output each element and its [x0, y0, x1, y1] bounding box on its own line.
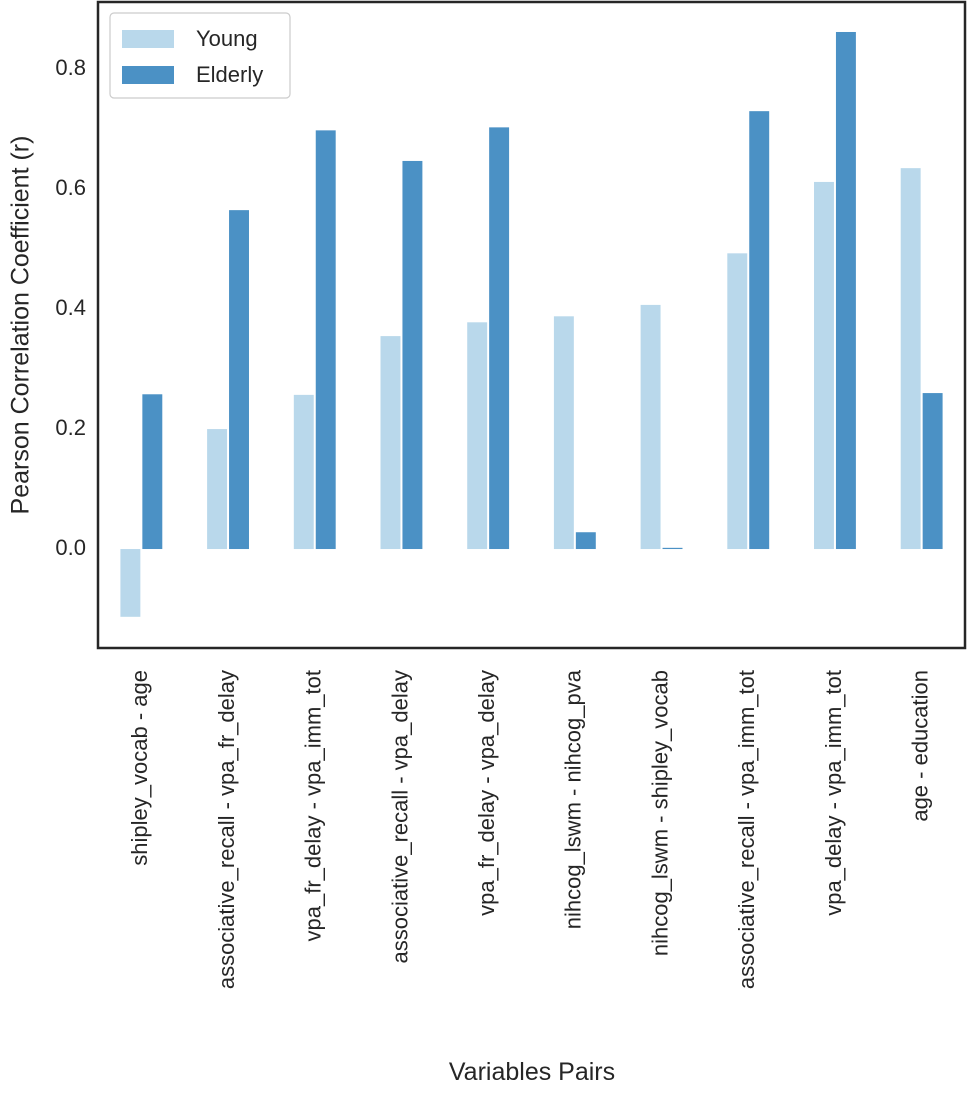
bar	[293, 394, 314, 550]
bar	[489, 127, 510, 550]
plot-frame	[96, 0, 967, 650]
x-tick-label: associative_recall - vpa_delay	[387, 670, 412, 964]
x-tick-label: nihcog_lswm - nihcog_pva	[561, 669, 586, 929]
bar	[142, 394, 163, 550]
bar	[662, 547, 683, 550]
legend-swatch	[122, 30, 174, 48]
x-tick-label: nihcog_lswm - shipley_vocab	[647, 670, 672, 956]
y-tick-label: 0.2	[55, 415, 86, 440]
bar	[120, 549, 141, 617]
bar	[380, 336, 401, 550]
bar	[207, 429, 228, 550]
x-tick-label: age - education	[907, 670, 932, 822]
bar	[835, 31, 856, 550]
x-tick-label: vpa_fr_delay - vpa_imm_tot	[301, 670, 326, 941]
legend-label: Young	[196, 26, 258, 51]
x-tick-label: associative_recall - vpa_fr_delay	[214, 670, 239, 989]
y-tick-label: 0.0	[55, 535, 86, 560]
bar	[467, 322, 488, 550]
bar	[814, 181, 834, 550]
y-tick-label: 0.4	[55, 295, 86, 320]
legend-swatch	[122, 66, 174, 84]
x-axis-title: Variables Pairs	[449, 1058, 615, 1086]
bar	[640, 304, 661, 550]
y-tick-label: 0.6	[55, 175, 86, 200]
bar	[922, 393, 943, 550]
x-tick-label: associative_recall - vpa_imm_tot	[734, 670, 759, 989]
bar	[749, 111, 770, 550]
legend-label: Elderly	[196, 62, 263, 87]
x-tick-label: vpa_delay - vpa_imm_tot	[821, 670, 846, 916]
bar	[553, 316, 574, 550]
bar	[402, 160, 423, 550]
y-axis-title: Pearson Correlation Coefficient (r)	[7, 136, 35, 515]
bar	[229, 210, 249, 550]
bar	[727, 253, 748, 550]
bar	[575, 532, 596, 550]
y-tick-label: 0.8	[55, 55, 86, 80]
bar	[900, 168, 921, 550]
bar	[315, 130, 336, 550]
x-tick-label: shipley_vocab - age	[127, 670, 152, 866]
x-tick-label: vpa_fr_delay - vpa_delay	[474, 670, 499, 916]
